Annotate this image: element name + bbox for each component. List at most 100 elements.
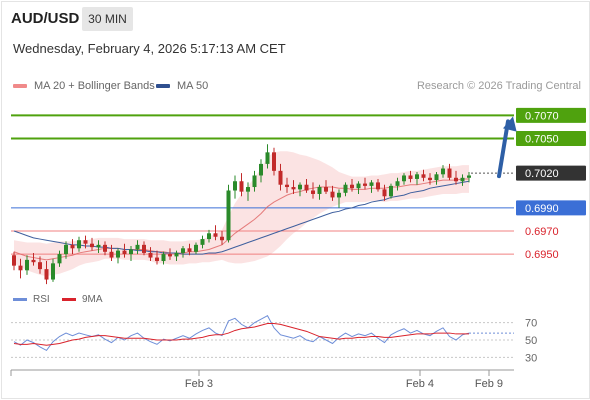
candle <box>155 250 159 265</box>
ma9-legend-label: 9MA <box>82 294 103 305</box>
candle-body <box>363 183 367 186</box>
candle <box>291 180 296 194</box>
candle-body <box>298 184 302 190</box>
candle <box>265 144 270 169</box>
rsi-tick-30: 30 <box>525 352 537 364</box>
rsi-9ma-line <box>13 323 469 346</box>
candle <box>428 173 432 185</box>
candle-body <box>317 187 322 194</box>
candle <box>226 184 231 243</box>
candle <box>187 243 192 256</box>
candle-body <box>44 269 49 280</box>
candle <box>246 182 250 201</box>
candle-body <box>376 182 380 190</box>
candle <box>317 184 322 200</box>
candle-body <box>265 152 270 164</box>
candle <box>220 230 224 245</box>
candle <box>252 170 257 192</box>
candlesticks-layer <box>12 144 471 285</box>
ma50-legend-label: MA 50 <box>177 80 209 92</box>
x-tick-label-feb-3: Feb 3 <box>185 378 213 390</box>
candle-body <box>441 168 445 175</box>
level-label-0-7020: 0.7020 <box>525 168 559 180</box>
candle <box>304 178 309 193</box>
candle <box>12 251 16 271</box>
candle <box>408 170 413 183</box>
candle-body <box>382 189 387 197</box>
candle <box>454 170 458 185</box>
candle-body <box>369 182 374 186</box>
candle-body <box>311 190 315 194</box>
candle-body <box>239 181 244 192</box>
candle <box>44 261 49 285</box>
rsi-legend-label: RSI <box>33 294 50 305</box>
candle <box>324 180 328 194</box>
candle-body <box>285 184 289 188</box>
candle <box>96 240 101 253</box>
candle <box>278 163 283 191</box>
legend-rsi: RSI <box>13 294 50 305</box>
candle-body <box>402 175 406 182</box>
candle <box>350 178 354 192</box>
candle <box>369 180 374 193</box>
candle <box>109 244 114 262</box>
chart-datetime: Wednesday, February 4, 2026 5:17:13 AM C… <box>13 41 286 56</box>
ma20-line <box>13 178 469 261</box>
candle <box>337 189 341 208</box>
candle-body <box>64 244 68 255</box>
ma20-swatch <box>13 84 27 88</box>
price-labels-layer: 0.7070 0.7050 0.7020 0.6990 0.6970 0.6950 <box>516 107 586 261</box>
legend-9ma: 9MA <box>62 294 103 305</box>
level-label-0-7050: 0.7050 <box>525 133 559 145</box>
candle-body <box>304 184 309 191</box>
level-label-0-7070: 0.7070 <box>525 110 559 122</box>
candle <box>434 172 439 185</box>
candle <box>25 255 29 275</box>
forecast-arrow-shaft <box>497 119 510 179</box>
rsi-swatch <box>13 298 27 301</box>
chart-header: AUD/USD 30 MIN <box>0 0 590 36</box>
candle-body <box>454 177 458 182</box>
candle <box>395 177 400 191</box>
candle <box>194 242 198 255</box>
rsi-tick-70: 70 <box>525 318 537 330</box>
level-label-0-6970: 0.6970 <box>525 226 559 238</box>
ma20-legend-label: MA 20 + Bollinger Bands <box>34 80 155 92</box>
ma50-swatch <box>156 84 170 88</box>
candle <box>389 183 393 199</box>
candle <box>343 182 348 197</box>
candle-body <box>25 259 29 271</box>
candle-body <box>70 244 75 249</box>
candle <box>285 177 289 193</box>
candle-body <box>57 254 62 264</box>
candle <box>330 185 335 201</box>
candle <box>135 240 140 255</box>
candle-body <box>155 257 159 262</box>
candle-body <box>356 183 361 189</box>
candle <box>460 174 465 186</box>
candle-body <box>116 250 120 258</box>
candle <box>142 241 146 256</box>
candle <box>103 241 107 256</box>
level-badge-0-7070 <box>516 107 586 123</box>
candle <box>441 165 445 178</box>
candle <box>70 239 75 255</box>
candle-body <box>148 252 153 258</box>
candle-body <box>259 163 263 176</box>
legend-ma20: MA 20 + Bollinger Bands <box>13 80 155 92</box>
level-label-0-6950: 0.6950 <box>525 249 559 261</box>
candle <box>129 246 133 262</box>
candle-body <box>272 152 276 171</box>
level-label-0-6990: 0.6990 <box>525 203 559 215</box>
level-badge-0-6990 <box>516 200 586 216</box>
x-tick-label-feb-4: Feb 4 <box>406 378 434 390</box>
candle-body <box>233 181 237 191</box>
candle <box>18 258 23 279</box>
candle <box>382 184 387 201</box>
timeframe-badge[interactable]: 30 MIN <box>82 7 133 31</box>
candle-body <box>324 187 328 192</box>
level-badge-0-7020 <box>516 165 586 181</box>
candle-body <box>447 168 452 178</box>
candle <box>421 169 426 182</box>
candle-body <box>213 233 218 237</box>
